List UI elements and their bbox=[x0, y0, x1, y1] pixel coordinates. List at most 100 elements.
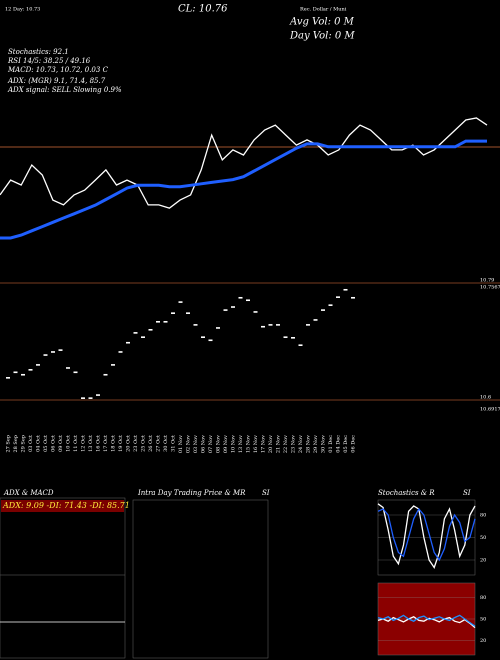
x-tick-label: 15 Nov bbox=[246, 435, 252, 453]
x-tick-label: 28 Nov bbox=[306, 435, 312, 453]
candle bbox=[163, 320, 168, 323]
candle bbox=[21, 373, 25, 376]
adx-box bbox=[1, 500, 124, 512]
x-tick-label: 10 Nov bbox=[231, 435, 237, 453]
candle bbox=[118, 351, 123, 353]
x-tick-label: 27 Sep bbox=[6, 435, 12, 453]
candle bbox=[321, 309, 325, 311]
x-tick-label: 31 Oct bbox=[171, 435, 177, 452]
candle bbox=[171, 312, 175, 314]
x-tick-label: 17 Oct bbox=[103, 435, 109, 452]
candle bbox=[103, 373, 108, 376]
header-right: Rec. Dollar / Muni bbox=[300, 7, 347, 13]
x-tick-label: 09 Nov bbox=[223, 435, 229, 453]
candle bbox=[126, 341, 130, 344]
candle bbox=[73, 371, 78, 374]
price-annotation: 10.6917 bbox=[480, 407, 500, 413]
series-line bbox=[377, 614, 476, 627]
candle bbox=[261, 325, 265, 328]
candle bbox=[223, 309, 228, 311]
candle bbox=[268, 324, 273, 326]
x-tick-label: 27 Oct bbox=[156, 435, 162, 452]
x-tick-label: 26 Oct bbox=[148, 435, 154, 452]
candle bbox=[216, 327, 220, 329]
candle bbox=[111, 364, 115, 366]
x-tick-label: 08 Nov bbox=[216, 435, 222, 453]
x-tick-label: 12 Oct bbox=[81, 435, 87, 452]
y-tick-label: 10.79 bbox=[480, 278, 494, 284]
x-tick-label: 23 Nov bbox=[291, 435, 297, 453]
candle bbox=[43, 354, 48, 356]
panel-title: Stochastics & R bbox=[378, 489, 435, 497]
candle bbox=[238, 296, 243, 299]
y-tick-label: 20 bbox=[480, 638, 486, 644]
adx-title: ADX & MACD bbox=[3, 489, 54, 497]
candle bbox=[283, 336, 288, 338]
x-tick-label: 09 Oct bbox=[58, 435, 64, 452]
x-tick-label: 03 Oct bbox=[28, 435, 34, 452]
info-line: RSI 14/5: 38.25 / 49.16 bbox=[7, 57, 91, 65]
x-tick-label: 13 Nov bbox=[238, 435, 244, 453]
x-tick-label: 29 Nov bbox=[313, 435, 319, 453]
x-tick-label: 04 Oct bbox=[36, 435, 42, 452]
candle bbox=[208, 339, 213, 342]
info-line: Stochastics: 92.1 bbox=[8, 48, 69, 56]
x-tick-label: 01 Nov bbox=[178, 435, 184, 453]
candle bbox=[81, 397, 85, 399]
candle bbox=[313, 319, 318, 321]
y-tick-label: 80 bbox=[480, 513, 486, 519]
candle bbox=[336, 296, 340, 298]
price-annotation: 10.7567 bbox=[480, 285, 500, 291]
adx-values: ADX: 9.09 -DI: 71.43 -DI: 85.71 bbox=[2, 501, 130, 510]
series-line bbox=[377, 503, 476, 569]
candle bbox=[51, 351, 55, 353]
candle bbox=[298, 344, 303, 346]
candle bbox=[193, 324, 198, 326]
y-tick-label: 20 bbox=[480, 558, 486, 564]
candle bbox=[246, 299, 250, 302]
x-tick-label: 02 Nov bbox=[186, 435, 192, 453]
x-tick-label: 04 Dec bbox=[336, 435, 342, 453]
x-tick-label: 19 Oct bbox=[118, 435, 124, 452]
intraday-panel bbox=[132, 499, 269, 659]
x-tick-label: 20 Oct bbox=[126, 435, 132, 452]
header-left: 12 Day: 10.73 bbox=[5, 7, 40, 13]
x-tick-label: 17 Nov bbox=[261, 435, 267, 453]
x-tick-label: 18 Oct bbox=[111, 435, 117, 452]
candle bbox=[133, 332, 138, 334]
x-tick-label: 03 Nov bbox=[193, 435, 199, 453]
x-tick-label: 10 Oct bbox=[66, 435, 72, 452]
candle bbox=[66, 367, 70, 369]
series-line bbox=[377, 616, 476, 629]
candle bbox=[276, 324, 280, 326]
x-tick-label: 07 Nov bbox=[208, 435, 214, 453]
x-tick-label: 22 Nov bbox=[283, 435, 289, 453]
series-line bbox=[377, 507, 476, 562]
x-tick-label: 06 Dec bbox=[351, 435, 357, 453]
candle bbox=[141, 336, 145, 338]
candle bbox=[343, 288, 348, 291]
x-tick-label: 21 Nov bbox=[276, 435, 282, 453]
info-line: MACD: 10.73, 10.72, 0.03 C bbox=[7, 66, 109, 74]
candle bbox=[253, 311, 258, 313]
x-tick-label: 05 Oct bbox=[43, 435, 49, 452]
info-line: ADX signal: SELL Slowing 0.9% bbox=[7, 86, 122, 94]
candle bbox=[13, 371, 18, 374]
day-vol: Day Vol: 0 M bbox=[289, 31, 355, 42]
x-tick-label: 30 Oct bbox=[163, 435, 169, 452]
x-tick-label: 05 Dec bbox=[343, 435, 349, 453]
candle bbox=[88, 397, 93, 399]
avg-vol: Avg Vol: 0 M bbox=[289, 17, 355, 28]
info-line: ADX: (MGR) 9.1, 71.4, 85.7 bbox=[7, 77, 106, 85]
x-tick-label: 06 Oct bbox=[51, 435, 57, 452]
x-tick-label: 28 Sep bbox=[13, 435, 19, 453]
candle bbox=[231, 306, 235, 308]
candle bbox=[6, 377, 10, 379]
candle bbox=[178, 301, 183, 303]
candle bbox=[328, 304, 333, 306]
candle bbox=[28, 369, 33, 371]
candle bbox=[186, 312, 190, 314]
x-tick-label: 23 Oct bbox=[133, 435, 139, 452]
candle bbox=[96, 394, 100, 396]
